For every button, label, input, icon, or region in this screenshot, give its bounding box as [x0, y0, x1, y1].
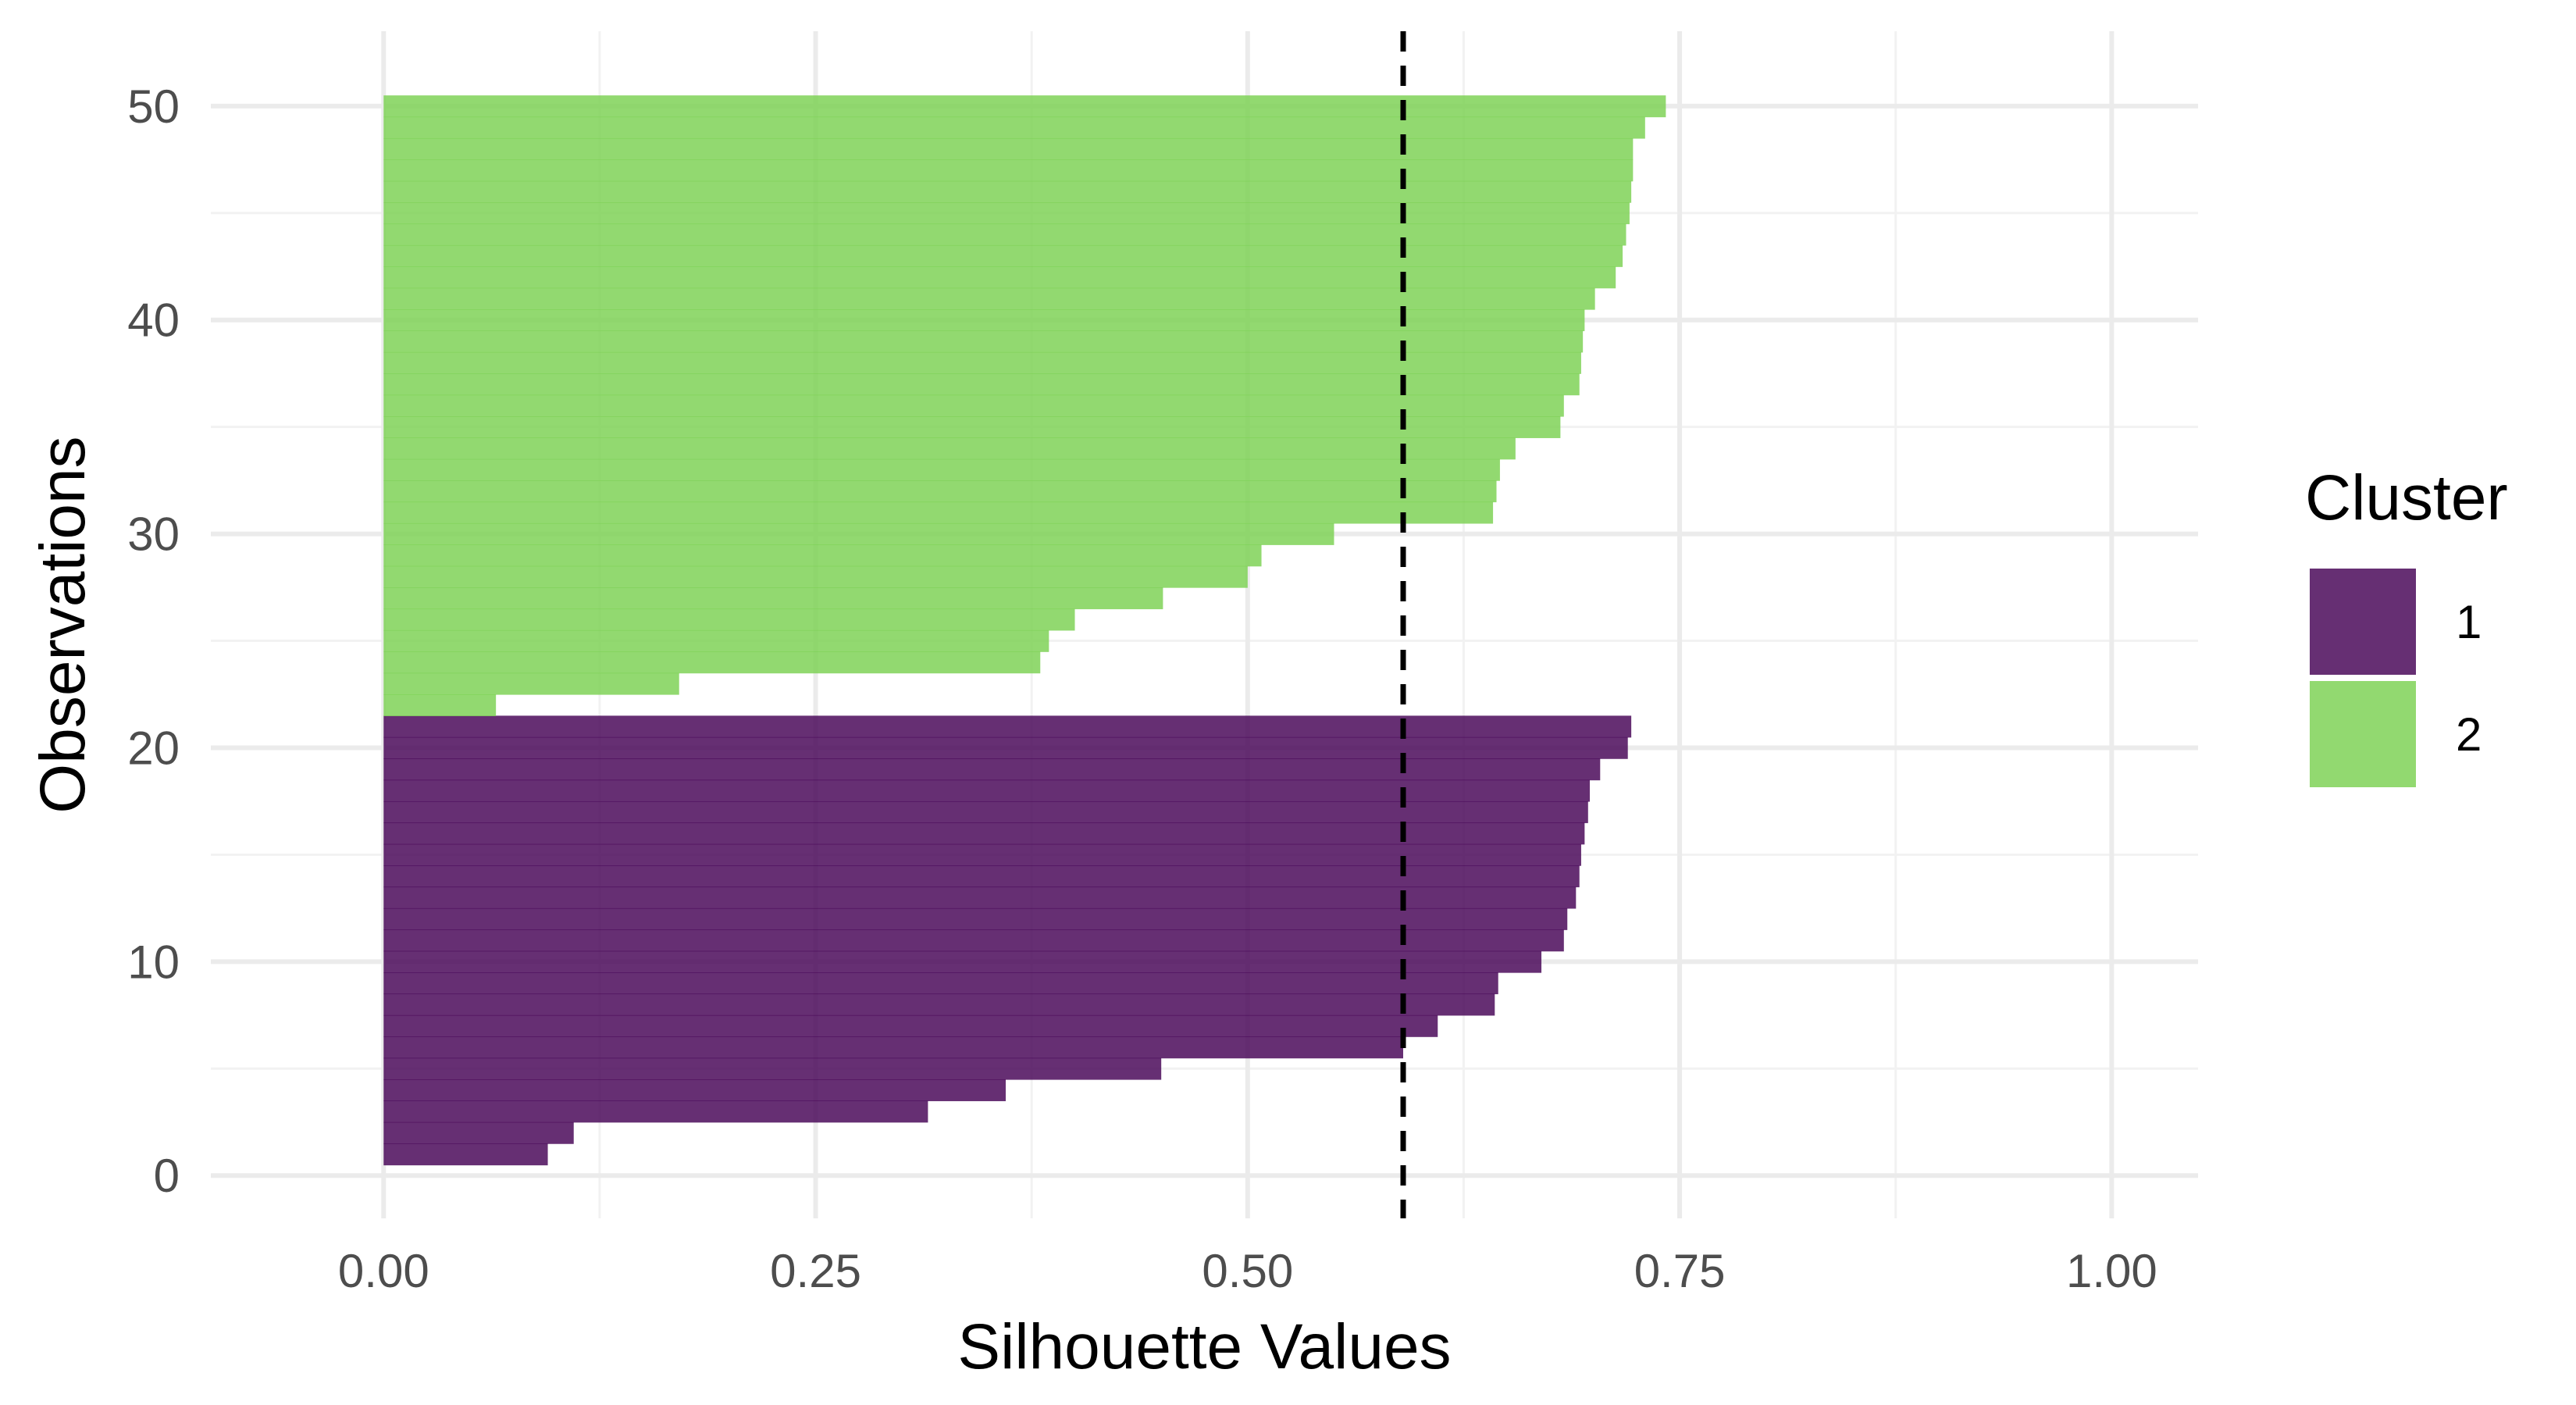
bar-cluster-2	[383, 287, 1595, 310]
bar-cluster-2	[383, 629, 1049, 652]
bar-cluster-2	[383, 522, 1334, 545]
legend: Cluster 12	[2305, 462, 2508, 787]
bar-cluster-1	[383, 843, 1581, 866]
bar-cluster-1	[383, 715, 1632, 738]
bar-cluster-1	[383, 779, 1591, 802]
x-axis-title: Silhouette Values	[957, 1311, 1451, 1382]
bar-cluster-2	[383, 330, 1584, 353]
bar-cluster-1	[383, 801, 1588, 823]
legend-label-1: 1	[2456, 596, 2482, 648]
bar-cluster-2	[383, 587, 1163, 610]
bar-cluster-2	[383, 394, 1564, 417]
bar-cluster-1	[383, 822, 1585, 845]
y-tick-label: 0	[154, 1150, 180, 1202]
bar-cluster-2	[383, 373, 1580, 396]
legend-label-2: 2	[2456, 708, 2482, 761]
bar-cluster-1	[383, 1100, 928, 1123]
legend-title: Cluster	[2305, 462, 2508, 533]
legend-key-1	[2310, 569, 2416, 675]
bar-cluster-1	[383, 1036, 1404, 1059]
y-axis-ticks: 0 10 20 30 40 50	[127, 80, 180, 1202]
bar-cluster-2	[383, 501, 1494, 524]
bar-cluster-2	[383, 266, 1616, 289]
bar-cluster-2	[383, 116, 1645, 139]
bar-cluster-1	[383, 1015, 1438, 1037]
x-tick-label: 1.00	[2066, 1245, 2157, 1297]
x-axis-ticks: 0.00 0.25 0.50 0.75 1.00	[338, 1245, 2157, 1297]
bar-cluster-2	[383, 480, 1497, 503]
bar-cluster-2	[383, 309, 1585, 332]
bar-cluster-2	[383, 351, 1581, 374]
legend-entries: 12	[2310, 569, 2482, 787]
bar-cluster-2	[383, 180, 1632, 203]
bar-cluster-2	[383, 651, 1041, 674]
bar-cluster-2	[383, 415, 1561, 438]
bar-cluster-1	[383, 1057, 1162, 1080]
bar-cluster-2	[383, 244, 1623, 267]
x-tick-label: 0.50	[1202, 1245, 1293, 1297]
bar-cluster-2	[383, 608, 1075, 631]
bar-cluster-1	[383, 950, 1542, 973]
bar-cluster-1	[383, 1143, 548, 1166]
bar-cluster-2	[383, 137, 1634, 160]
bar-cluster-2	[383, 95, 1666, 118]
bar-cluster-2	[383, 159, 1634, 182]
bar-cluster-2	[383, 694, 497, 716]
bar-cluster-1	[383, 758, 1601, 781]
bar-cluster-2	[383, 223, 1626, 246]
x-tick-label: 0.25	[770, 1245, 861, 1297]
x-tick-label: 0.00	[338, 1245, 429, 1297]
bar-cluster-1	[383, 993, 1495, 1016]
bar-cluster-2	[383, 565, 1248, 588]
bar-cluster-2	[383, 437, 1516, 460]
y-tick-label: 50	[127, 80, 180, 133]
x-tick-label: 0.75	[1634, 1245, 1726, 1297]
bar-cluster-2	[383, 458, 1500, 481]
legend-key-2	[2310, 681, 2416, 787]
bar-cluster-1	[383, 929, 1564, 952]
bar-cluster-1	[383, 1079, 1007, 1101]
bar-cluster-1	[383, 865, 1580, 888]
y-tick-label: 20	[127, 722, 180, 774]
y-tick-label: 10	[127, 936, 180, 988]
bar-cluster-2	[383, 202, 1630, 225]
bar-cluster-2	[383, 672, 679, 695]
bar-cluster-1	[383, 972, 1498, 995]
bar-cluster-1	[383, 736, 1628, 759]
y-tick-label: 40	[127, 294, 180, 347]
bar-cluster-1	[383, 908, 1568, 930]
bar-cluster-2	[383, 544, 1262, 567]
bar-cluster-1	[383, 1122, 574, 1144]
y-tick-label: 30	[127, 508, 180, 561]
bar-cluster-1	[383, 886, 1577, 909]
bars	[383, 95, 1666, 1166]
y-axis-title: Observations	[27, 436, 98, 813]
